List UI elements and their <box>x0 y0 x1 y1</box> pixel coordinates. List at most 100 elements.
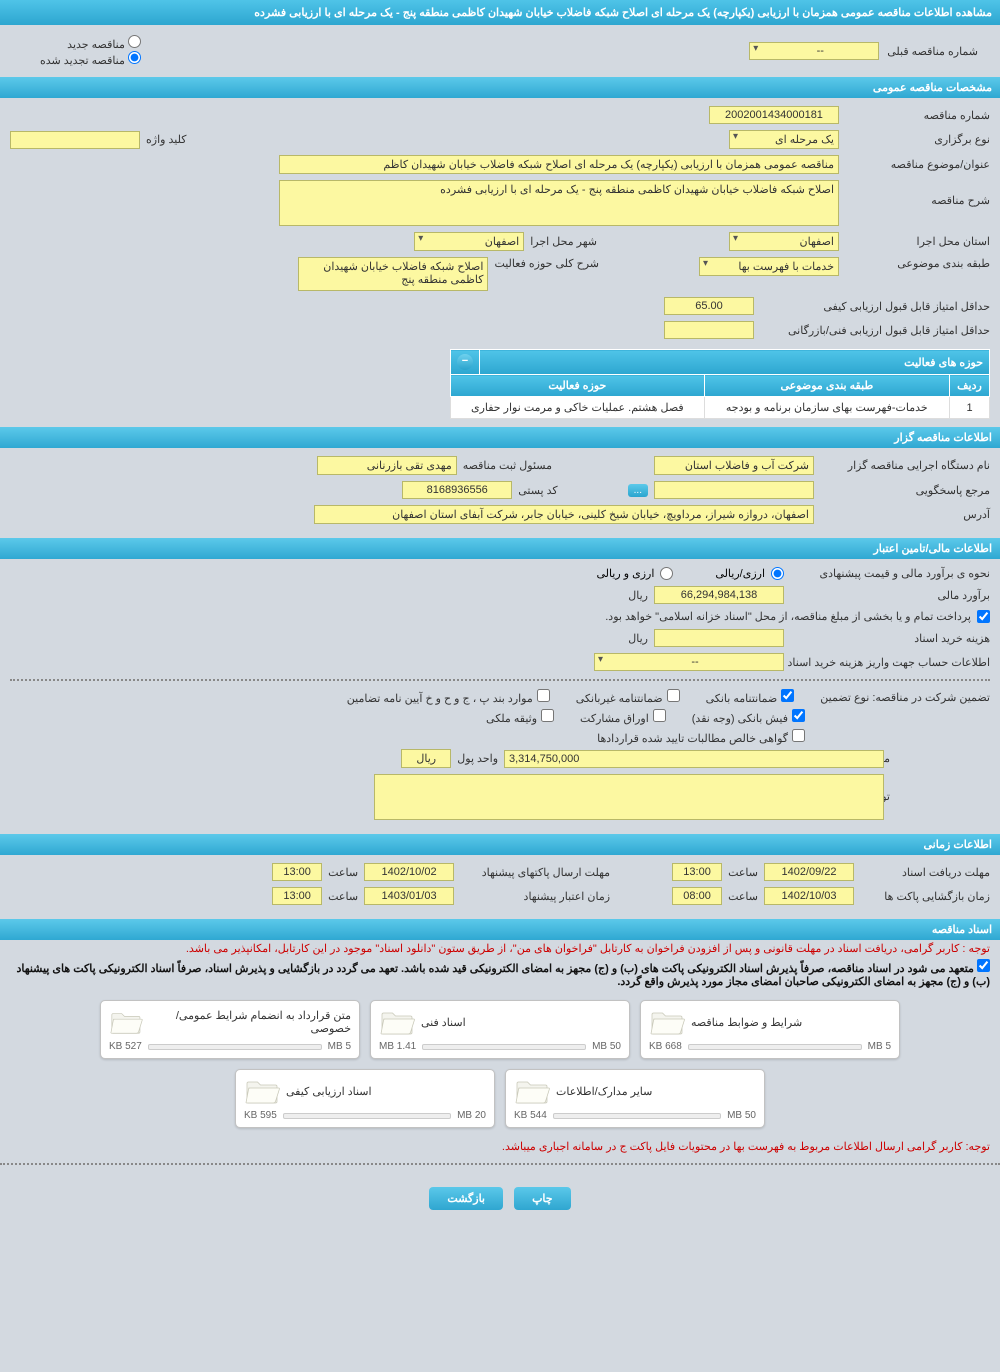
ref-more-button[interactable]: ... <box>628 484 648 497</box>
doc-used: 1.41 MB <box>379 1041 416 1052</box>
open-time: 08:00 <box>672 887 722 905</box>
doc-deadline-date: 1402/09/22 <box>764 863 854 881</box>
activities-collapse-button[interactable]: − <box>457 354 473 370</box>
min-score-value[interactable]: 65.00 <box>664 297 754 315</box>
remarks-label: توضیحات <box>890 774 990 803</box>
section-general-title: مشخصات مناقصه عمومی <box>0 77 1000 98</box>
folder-icon <box>109 1007 143 1037</box>
tender-number-value: 2002001434000181 <box>709 106 839 124</box>
chk-cash[interactable] <box>792 709 805 722</box>
prev-number-select[interactable]: -- <box>749 42 879 60</box>
page-title: مشاهده اطلاعات مناقصه عمومی همزمان با ار… <box>254 7 992 19</box>
chk-property[interactable] <box>541 709 554 722</box>
estimate-value: 66,294,984,138 <box>654 586 784 604</box>
time-form: مهلت دریافت اسناد 1402/09/22 ساعت 13:00 … <box>0 855 1000 919</box>
ref-value[interactable] <box>654 481 814 499</box>
document-card[interactable]: اسناد ارزیابی کیفی 20 MB 595 KB <box>235 1069 495 1128</box>
chk-receivables-label: گواهی خالص مطالبات تایید شده قراردادها <box>597 733 788 745</box>
doc-progress-bar <box>422 1044 586 1050</box>
folder-icon <box>649 1007 685 1037</box>
chk-bonds-label: اوراق مشارکت <box>580 713 649 725</box>
activity-desc-value[interactable]: اصلاح شبکه فاضلاب خیابان شهیدان کاظمی من… <box>298 257 488 291</box>
renewed-tender-radio[interactable] <box>128 51 141 64</box>
subject-value: مناقصه عمومی همزمان با ارزیابی (یکپارچه)… <box>279 155 839 174</box>
documents-note-2: متعهد می شود در اسناد مناقصه، صرفاً پذیر… <box>17 963 990 988</box>
submit-deadline-time: 13:00 <box>272 863 322 881</box>
back-button[interactable]: بازگشت <box>429 1187 503 1210</box>
doc-limit: 5 MB <box>868 1041 891 1052</box>
doc-progress-bar <box>553 1113 721 1119</box>
treasury-checkbox[interactable] <box>977 610 990 623</box>
financial-form: نحوه ی برآورد مالی و قیمت پیشنهادی ارزی/… <box>0 559 1000 834</box>
button-row: چاپ بازگشت <box>0 1173 1000 1224</box>
time-label-2: ساعت <box>328 866 358 879</box>
col-cat: طبقه بندی موضوعی <box>704 375 949 397</box>
money-unit-label: واحد پول <box>457 752 498 765</box>
desc-value[interactable]: اصلاح شبکه فاضلاب خیابان شهیدان کاظمی من… <box>279 180 839 226</box>
postal-label: کد پستی <box>518 484 557 497</box>
account-select[interactable]: -- <box>594 653 784 671</box>
doc-limit: 50 MB <box>592 1041 621 1052</box>
org-label: نام دستگاه اجرایی مناقصه گزار <box>820 459 990 472</box>
time-label-4: ساعت <box>328 890 358 903</box>
new-tender-radio[interactable] <box>128 35 141 48</box>
doc-card-title: سایر مدارک/اطلاعات <box>556 1085 652 1098</box>
chk-receivables[interactable] <box>792 729 805 742</box>
chk-cash-label: فیش بانکی (وجه نقد) <box>692 713 788 725</box>
chk-regulation[interactable] <box>537 689 550 702</box>
doc-card-title: متن قرارداد به انضمام شرایط عمومی/خصوصی <box>149 1009 351 1035</box>
section-time-title: اطلاعات زمانی <box>0 834 1000 855</box>
chk-bonds[interactable] <box>653 709 666 722</box>
document-card[interactable]: سایر مدارک/اطلاعات 50 MB 544 KB <box>505 1069 765 1128</box>
document-card[interactable]: شرایط و ضوابط مناقصه 5 MB 668 KB <box>640 1000 900 1059</box>
document-card[interactable]: متن قرارداد به انضمام شرایط عمومی/خصوصی … <box>100 1000 360 1059</box>
time-label-3: ساعت <box>728 890 758 903</box>
validity-label: زمان اعتبار پیشنهاد <box>460 890 610 903</box>
city-select[interactable]: اصفهان <box>414 232 524 251</box>
new-tender-label: مناقصه جدید <box>67 39 125 51</box>
province-label: استان محل اجرا <box>845 235 990 248</box>
open-label: زمان بازگشایی پاکت ها <box>860 890 990 903</box>
desc-label: شرح مناقصه <box>845 180 990 207</box>
rial-radio[interactable] <box>771 567 784 580</box>
doc-used: 544 KB <box>514 1110 547 1121</box>
col-field: حوزه فعالیت <box>451 375 705 397</box>
doc-limit: 5 MB <box>328 1041 351 1052</box>
min-score-fin-label: حداقل امتیاز قابل قبول ارزیابی فنی/بازرگ… <box>760 324 990 337</box>
doc-cost-value[interactable] <box>654 629 784 647</box>
print-button[interactable]: چاپ <box>514 1187 571 1210</box>
doc-limit: 20 MB <box>457 1110 486 1121</box>
type-select[interactable]: یک مرحله ای <box>729 130 839 149</box>
document-card[interactable]: اسناد فنی 50 MB 1.41 MB <box>370 1000 630 1059</box>
doc-limit: 50 MB <box>727 1110 756 1121</box>
chk-bank-guarantee[interactable] <box>781 689 794 702</box>
folder-icon <box>244 1076 280 1106</box>
documents-note-3: توجه: کاربر گرامی ارسال اطلاعات مربوط به… <box>0 1138 1000 1155</box>
doc-progress-bar <box>148 1044 322 1050</box>
keyword-input[interactable] <box>10 131 140 149</box>
subject-label: عنوان/موضوع مناقصه <box>845 158 990 171</box>
folder-icon <box>514 1076 550 1106</box>
doc-card-title: اسناد ارزیابی کیفی <box>286 1085 372 1098</box>
submit-deadline-date: 1402/10/02 <box>364 863 454 881</box>
resp-person-value: مهدی تقی بازرنانی <box>317 456 457 475</box>
page-title-bar: مشاهده اطلاعات مناقصه عمومی همزمان با ار… <box>0 0 1000 25</box>
validity-time: 13:00 <box>272 887 322 905</box>
category-select[interactable]: خدمات با فهرست بها <box>699 257 839 276</box>
doc-used: 668 KB <box>649 1041 682 1052</box>
activity-desc-label: شرح کلی حوزه فعالیت <box>494 257 599 270</box>
province-select[interactable]: اصفهان <box>729 232 839 251</box>
documents-area: توجه : کاربر گرامی، دریافت اسناد در مهلت… <box>0 940 1000 1165</box>
treasury-note: پرداخت تمام و یا بخشی از مبلغ مناقصه، از… <box>605 610 971 623</box>
doc-progress-bar <box>688 1044 862 1050</box>
folder-icon <box>379 1007 415 1037</box>
currency-radio[interactable] <box>660 567 673 580</box>
remarks-value[interactable] <box>374 774 884 820</box>
min-score-fin-value[interactable] <box>664 321 754 339</box>
chk-nonbank-guarantee[interactable] <box>667 689 680 702</box>
currency-label: ارزی و ریالی <box>596 567 654 580</box>
account-label: اطلاعات حساب جهت واریز هزینه خرید اسناد <box>790 656 990 669</box>
doc-card-title: شرایط و ضوابط مناقصه <box>691 1016 802 1029</box>
activities-table: حوزه های فعالیت − ردیف طبقه بندی موضوعی … <box>450 349 990 419</box>
commitment-checkbox[interactable] <box>977 959 990 972</box>
